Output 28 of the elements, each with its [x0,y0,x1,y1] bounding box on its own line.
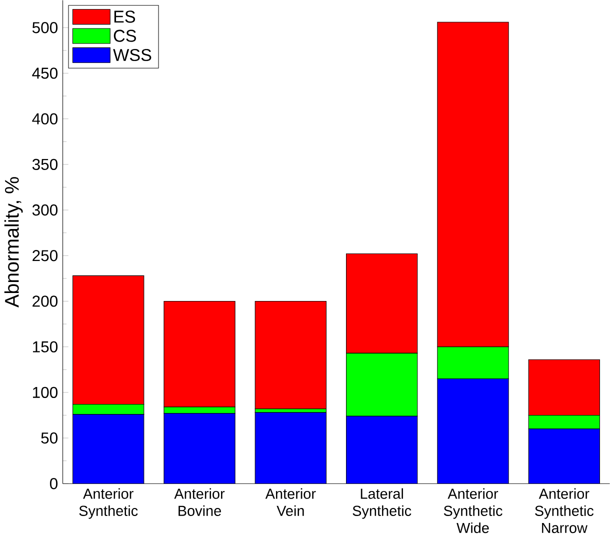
y-tick-label: 150 [32,341,58,352]
legend-label: ES [114,10,136,22]
y-tick-label: 50 [41,432,58,444]
bar [254,300,326,409]
y-tick-label: 450 [32,67,58,79]
x-tick-label: Anterior Synthetic Narrow [535,488,594,533]
y-tick-label: 300 [32,204,58,216]
y-tick-label: 0 [50,478,58,489]
x-tick-label: Anterior Synthetic [79,488,138,519]
y-tick-label: 500 [32,22,58,33]
y-tick-label: 200 [32,295,58,307]
y-tick-label: 100 [32,386,58,398]
legend-label: CS [114,30,136,42]
x-tick-label: Anterior Bovine [174,488,225,516]
y-tick-label: 350 [32,158,58,170]
bar [437,378,509,484]
x-tick-label: Anterior Vein [265,488,316,516]
y-tick-label: 400 [32,113,58,124]
x-tick-label: Anterior Synthetic Wide [444,488,502,533]
legend-label: WSS [113,48,152,61]
x-tick-label: Lateral Synthetic [352,488,412,519]
y-tick-label: 250 [32,250,58,261]
bar [346,416,418,484]
bar [72,414,144,484]
bar [528,428,600,484]
bar [164,413,236,484]
bar [255,412,326,484]
y-axis-title: Abnormality, % [4,176,23,308]
